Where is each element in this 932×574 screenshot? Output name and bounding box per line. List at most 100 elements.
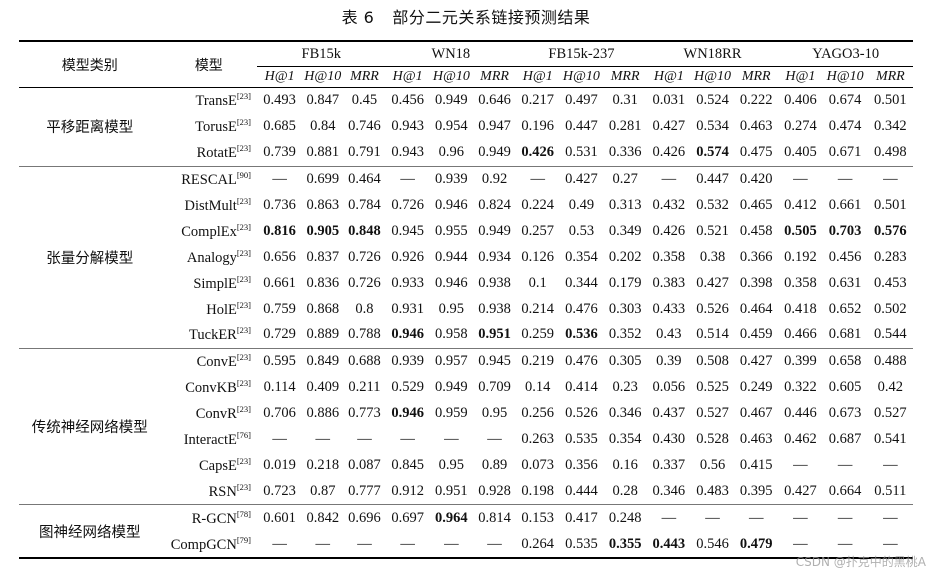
value-cell: 0.958 — [435, 326, 468, 343]
value-cell: 0.534 — [696, 118, 729, 135]
value-cell: 0.777 — [348, 482, 381, 499]
value-cell: 0.96 — [438, 144, 465, 161]
value-cell: 0.464 — [348, 171, 381, 188]
value-cell: 0.313 — [608, 197, 642, 213]
value-cell: 0.546 — [696, 535, 729, 552]
value-cell: 0.544 — [874, 326, 907, 343]
value-cell: 0.219 — [521, 353, 555, 370]
model-cell: DistMult[23] — [161, 193, 257, 219]
value-cell: 0.527 — [874, 405, 907, 422]
value-cell: 0.951 — [478, 326, 511, 343]
value-cell: 0.529 — [391, 379, 424, 396]
value-cell: 0.816 — [263, 222, 296, 239]
value-cell: 0.249 — [739, 379, 773, 396]
model-cell: ComplEx[23] — [161, 218, 257, 244]
value-cell: 0.427 — [739, 353, 773, 370]
value-cell: 0.466 — [784, 326, 817, 343]
value-cell: 0.349 — [608, 222, 642, 239]
value-cell: 0.427 — [696, 274, 729, 291]
value-cell: 0.773 — [348, 405, 381, 422]
table-row: SimplE[23] 0.661 0.836 0.726 0.933 0.946 0.938… — [19, 270, 913, 296]
value-cell: 0.905 — [306, 222, 340, 239]
model-cell: TorusE[23] — [161, 114, 257, 140]
value-cell: 0.939 — [435, 171, 468, 188]
value-cell: 0.446 — [784, 405, 817, 422]
citation-ref: [23] — [236, 325, 252, 336]
value-cell: 0.661 — [828, 197, 862, 213]
value-cell: 0.56 — [699, 456, 726, 473]
caption-number: 表 6 — [341, 8, 375, 27]
value-cell: 0.536 — [565, 326, 598, 343]
value-cell: 0.709 — [478, 379, 511, 396]
value-cell: 0.784 — [348, 197, 381, 213]
value-cell: 0.946 — [435, 274, 468, 291]
value-cell: 0.674 — [828, 92, 862, 109]
value-cell: 0.89 — [481, 456, 508, 473]
model-name: CapsE — [198, 457, 237, 474]
value-cell: 0.256 — [521, 405, 555, 422]
value-cell: 0.957 — [435, 353, 468, 370]
value-cell: 0.28 — [612, 482, 638, 499]
value-cell: 0.342 — [874, 118, 907, 135]
value-cell: 0.664 — [828, 482, 862, 499]
value-cell: 0.934 — [478, 248, 511, 265]
value-cell: 0.192 — [784, 248, 817, 265]
value-cell: — — [748, 509, 764, 526]
header-metric: MRR — [603, 66, 647, 88]
value-cell: — — [272, 431, 287, 448]
value-cell: 0.949 — [478, 144, 511, 161]
value-cell: 0.574 — [696, 144, 729, 161]
value-cell: 0.955 — [435, 222, 468, 239]
citation-ref: [23] — [236, 378, 252, 389]
value-cell: 0.703 — [828, 222, 862, 239]
value-cell: 0.87 — [310, 482, 336, 499]
header-dataset: FB15k — [257, 41, 386, 67]
value-cell: 0.426 — [521, 144, 555, 161]
value-cell: 0.476 — [565, 353, 598, 370]
value-cell: 0.964 — [435, 509, 468, 526]
value-cell: 0.842 — [306, 509, 340, 526]
value-cell: — — [400, 431, 415, 448]
table-row: ConvKB[23] 0.114 0.409 0.211 0.529 0.949 0.709… — [19, 375, 913, 401]
value-cell: 0.467 — [739, 405, 773, 422]
model-cell: TransE[23] — [161, 88, 257, 114]
value-cell: 0.863 — [306, 197, 340, 213]
header-metric: H@10 — [302, 66, 344, 88]
model-name: Analogy — [186, 249, 237, 266]
value-cell: 0.8 — [355, 300, 374, 317]
citation-ref: [23] — [236, 117, 252, 128]
model-name: RESCAL — [181, 172, 237, 189]
value-cell: 0.211 — [348, 379, 381, 396]
value-cell: 0.222 — [739, 92, 773, 109]
category-cell: 传统神经网络模型 — [31, 420, 148, 437]
value-cell: 0.945 — [391, 222, 424, 239]
value-cell: 0.274 — [784, 118, 817, 135]
citation-ref: [23] — [236, 247, 252, 258]
value-cell: 0.938 — [478, 300, 511, 317]
value-cell: 0.456 — [828, 248, 862, 265]
value-cell: 0.383 — [652, 274, 686, 291]
value-cell: 0.459 — [739, 326, 773, 343]
value-cell: 0.881 — [306, 144, 340, 161]
value-cell: 0.358 — [652, 248, 686, 265]
value-cell: 0.601 — [263, 509, 296, 526]
value-cell: 0.196 — [521, 118, 555, 135]
value-cell: — — [315, 431, 331, 448]
model-cell: InteractE[76] — [161, 427, 257, 453]
table-row: CompGCN[79] — — — — — — 0.264 0.535 0.355 0.443 0.5… — [19, 531, 913, 559]
value-cell: 0.409 — [306, 379, 340, 396]
header-dataset: WN18 — [385, 41, 517, 67]
value-cell: 0.652 — [828, 300, 862, 317]
value-cell: 0.179 — [608, 274, 642, 291]
value-cell: 0.019 — [263, 456, 296, 473]
model-name: ConvE — [196, 354, 237, 371]
citation-ref: [23] — [236, 352, 252, 363]
header-metric: MRR — [734, 66, 779, 88]
model-name: RotatE — [196, 145, 237, 162]
citation-ref: [79] — [236, 534, 252, 545]
value-cell: 0.303 — [608, 300, 642, 317]
value-cell: 0.16 — [612, 456, 638, 473]
value-cell: 0.681 — [828, 326, 862, 343]
value-cell: 0.281 — [608, 118, 642, 135]
value-cell: 0.723 — [263, 482, 296, 499]
